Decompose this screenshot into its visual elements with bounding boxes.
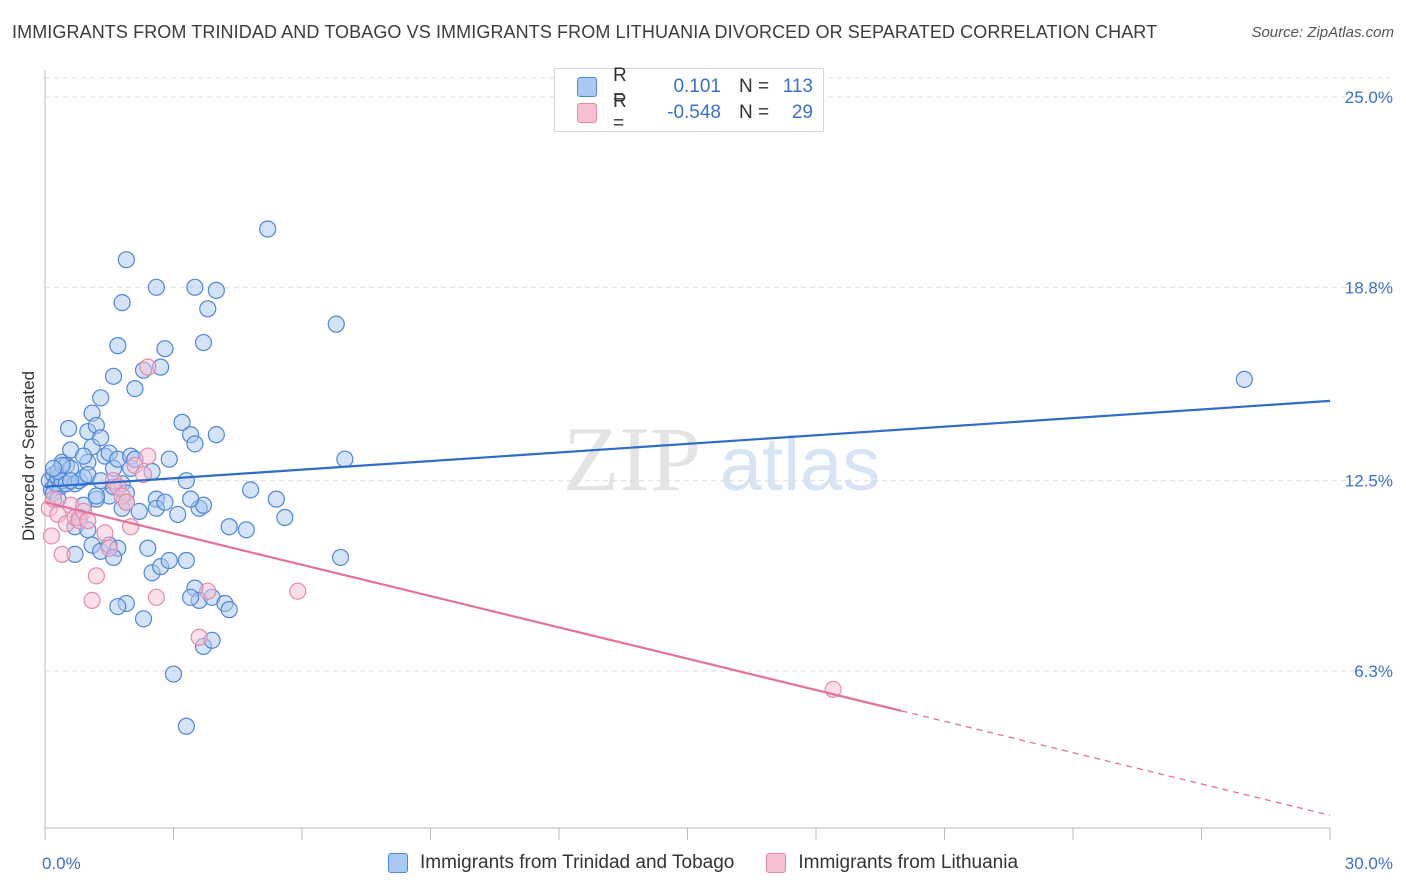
r-value: 0.101 bbox=[673, 76, 721, 97]
point-trinidad bbox=[267, 490, 285, 508]
trend-line-trinidad bbox=[44, 399, 1331, 488]
chart-title: IMMIGRANTS FROM TRINIDAD AND TOBAGO VS I… bbox=[12, 22, 1158, 42]
point-trinidad bbox=[220, 518, 238, 536]
r-label: R = bbox=[613, 91, 627, 134]
point-trinidad bbox=[74, 447, 93, 465]
point-trinidad bbox=[177, 472, 195, 490]
point-lithuania bbox=[117, 493, 135, 511]
n-label: N = bbox=[739, 76, 770, 97]
point-trinidad bbox=[169, 505, 187, 524]
legend-row-trinidad: R = 0.101 N = 113 bbox=[577, 65, 813, 108]
point-trinidad bbox=[109, 597, 127, 616]
point-lithuania bbox=[199, 582, 217, 600]
point-lithuania bbox=[87, 567, 106, 585]
n-value: 113 bbox=[782, 76, 813, 97]
r-label: R = bbox=[613, 65, 627, 108]
n-label: N = bbox=[739, 102, 770, 123]
x-tick-label-left: 0.0% bbox=[42, 854, 81, 873]
point-trinidad bbox=[182, 490, 200, 508]
point-trinidad bbox=[207, 281, 225, 299]
point-trinidad bbox=[173, 413, 191, 431]
point-trinidad bbox=[147, 278, 165, 296]
point-trinidad bbox=[109, 337, 127, 355]
point-trinidad bbox=[113, 294, 131, 312]
point-trinidad bbox=[220, 601, 238, 619]
point-trinidad bbox=[126, 380, 144, 398]
y-axis-label: Divorced or Separated bbox=[19, 371, 38, 541]
point-trinidad bbox=[92, 429, 110, 447]
blue-swatch bbox=[577, 77, 597, 97]
point-lithuania bbox=[100, 539, 118, 557]
point-trinidad bbox=[164, 665, 183, 683]
point-lithuania bbox=[190, 628, 208, 646]
point-trinidad bbox=[207, 426, 225, 444]
gridlines bbox=[45, 77, 1390, 672]
point-trinidad bbox=[186, 435, 204, 453]
y-tick-label: 6.3% bbox=[1354, 662, 1393, 681]
legend-item-trinidad[interactable]: Immigrants from Trinidad and Tobago bbox=[388, 852, 734, 874]
point-trinidad bbox=[160, 450, 178, 468]
y-tick-label: 12.5% bbox=[1345, 472, 1393, 491]
point-trinidad bbox=[1235, 370, 1253, 388]
point-trinidad bbox=[182, 588, 200, 606]
point-trinidad bbox=[130, 502, 148, 520]
source-label: Source: ZipAtlas.com bbox=[1251, 24, 1394, 41]
axes bbox=[44, 70, 1331, 840]
legend-label: Immigrants from Lithuania bbox=[798, 852, 1019, 873]
point-trinidad bbox=[92, 389, 110, 407]
blue-swatch bbox=[388, 853, 408, 873]
trend-line-lithuania-extension bbox=[901, 710, 1331, 816]
correlation-legend: R = 0.101 N = 113 R = -0.548 N = 29 bbox=[554, 65, 824, 134]
point-lithuania bbox=[96, 524, 114, 542]
point-trinidad bbox=[336, 450, 354, 468]
point-trinidad bbox=[331, 548, 350, 567]
point-trinidad bbox=[242, 481, 260, 499]
point-trinidad bbox=[276, 508, 294, 527]
point-trinidad bbox=[117, 251, 135, 269]
r-value: -0.548 bbox=[667, 102, 721, 123]
pink-swatch bbox=[766, 853, 787, 873]
point-trinidad bbox=[156, 340, 174, 358]
point-trinidad bbox=[177, 551, 195, 570]
n-value: 29 bbox=[791, 102, 813, 123]
point-trinidad bbox=[104, 367, 123, 385]
trend-lines bbox=[44, 399, 1331, 816]
point-trinidad bbox=[199, 300, 217, 318]
data-points bbox=[40, 220, 1253, 735]
x-tick-label-right: 30.0% bbox=[1345, 854, 1393, 873]
trend-line-lithuania bbox=[44, 501, 902, 712]
point-trinidad bbox=[87, 487, 106, 505]
point-trinidad bbox=[134, 610, 153, 628]
point-lithuania bbox=[289, 582, 307, 600]
point-trinidad bbox=[156, 493, 174, 511]
legend-label: Immigrants from Trinidad and Tobago bbox=[420, 852, 735, 873]
point-lithuania bbox=[139, 358, 157, 376]
point-trinidad bbox=[160, 551, 178, 570]
point-trinidad bbox=[186, 278, 204, 296]
point-trinidad bbox=[139, 539, 157, 557]
point-trinidad bbox=[259, 220, 277, 238]
point-trinidad bbox=[237, 521, 255, 539]
point-lithuania bbox=[147, 588, 165, 606]
series-legend: Immigrants from Trinidad and Tobago Immi… bbox=[388, 852, 1050, 874]
point-trinidad bbox=[327, 315, 345, 333]
legend-row-lithuania: R = -0.548 N = 29 bbox=[577, 91, 813, 134]
point-lithuania bbox=[42, 527, 61, 545]
point-trinidad bbox=[194, 333, 213, 352]
y-tick-label: 18.8% bbox=[1345, 278, 1393, 297]
point-lithuania bbox=[83, 591, 101, 610]
y-tick-label: 25.0% bbox=[1345, 88, 1393, 107]
tick-labels: 25.0% 18.8% 12.5% 6.3% 0.0% 30.0% bbox=[42, 88, 1393, 873]
watermark-zip: ZIP bbox=[563, 408, 701, 510]
point-trinidad bbox=[177, 717, 195, 735]
watermark-atlas: atlas bbox=[720, 422, 881, 507]
point-trinidad bbox=[44, 459, 63, 478]
point-trinidad bbox=[59, 419, 78, 438]
point-lithuania bbox=[53, 545, 71, 563]
pink-swatch bbox=[577, 103, 597, 123]
point-lithuania bbox=[139, 447, 157, 465]
point-lithuania bbox=[134, 465, 153, 484]
legend-item-lithuania[interactable]: Immigrants from Lithuania bbox=[766, 852, 1018, 874]
